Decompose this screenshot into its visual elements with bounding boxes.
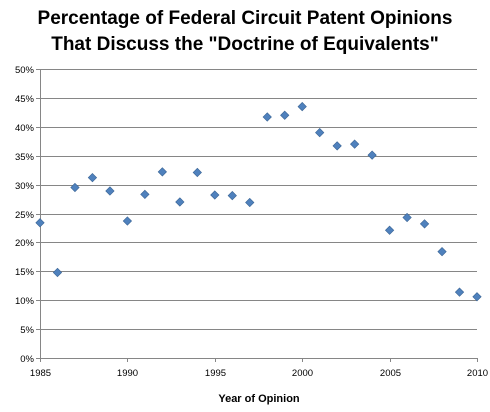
data-point [280, 110, 290, 120]
x-tick-labels: 1985 1990 1995 2000 2005 2010 [30, 368, 488, 379]
data-point [210, 190, 220, 200]
gridlines [40, 69, 477, 330]
y-tick-label: 45% [15, 94, 35, 105]
axes [36, 69, 478, 362]
y-tick-label: 15% [15, 267, 35, 278]
data-point [437, 247, 447, 257]
data-point [454, 287, 465, 297]
data-point [402, 212, 412, 223]
data-point [332, 141, 342, 151]
x-axis-label: Year of Opinion [218, 393, 300, 405]
y-tick-label: 0% [20, 354, 34, 365]
data-point [122, 216, 133, 226]
data-point [472, 292, 482, 302]
x-tick-label: 1985 [30, 368, 51, 379]
data-point [105, 186, 115, 196]
x-tick-label: 1990 [117, 368, 138, 379]
data-point [192, 167, 202, 178]
y-tick-label: 25% [15, 210, 35, 221]
data-point [70, 182, 80, 193]
y-tick-label: 10% [15, 296, 35, 307]
data-point [87, 173, 98, 183]
chart-title-line-2: That Discuss the "Doctrine of Equivalent… [51, 34, 439, 55]
y-tick-labels: 0% 5% 10% 15% 20% 25% 30% 35% 40% 45% 50% [15, 65, 35, 365]
data-point [297, 101, 307, 112]
data-point [245, 197, 255, 208]
data-point [315, 127, 325, 138]
x-tick-label: 1995 [205, 368, 226, 379]
x-tick-label: 2000 [292, 368, 313, 379]
data-point [52, 267, 63, 278]
y-tick-label: 5% [20, 325, 34, 336]
data-point [384, 225, 395, 235]
y-tick-label: 40% [15, 123, 35, 134]
x-tick-label: 2010 [467, 368, 488, 379]
data-point [419, 219, 430, 229]
chart-title-line-1: Percentage of Federal Circuit Patent Opi… [37, 8, 453, 29]
data-point [35, 218, 45, 228]
y-tick-label: 20% [15, 238, 35, 249]
data-point [227, 190, 237, 201]
data-point [367, 150, 377, 160]
chart-title: Percentage of Federal Circuit Patent Opi… [0, 6, 490, 58]
data-point [175, 197, 185, 207]
data-point [140, 189, 150, 200]
data-point [350, 139, 360, 149]
data-point [157, 167, 167, 177]
data-point [262, 112, 272, 122]
y-tick-label: 35% [15, 152, 35, 163]
y-tick-label: 50% [15, 65, 35, 76]
y-tick-label: 30% [15, 181, 35, 192]
data-points [35, 101, 482, 302]
x-tick-label: 2005 [380, 368, 401, 379]
